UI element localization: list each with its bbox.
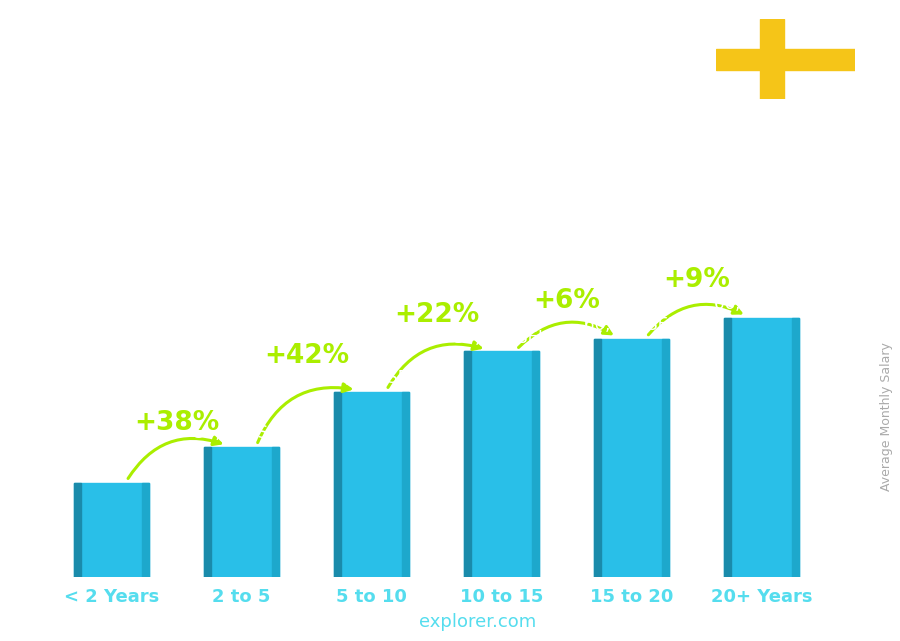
Text: +42%: +42% <box>264 343 349 369</box>
Text: 60,700 SEK: 60,700 SEK <box>584 316 679 334</box>
FancyArrowPatch shape <box>388 342 481 387</box>
Text: Salary Comparison By Experience: Salary Comparison By Experience <box>36 19 719 53</box>
Bar <box>594 339 601 577</box>
Bar <box>141 483 149 577</box>
Bar <box>203 447 279 577</box>
FancyArrowPatch shape <box>257 384 350 442</box>
Bar <box>272 447 279 577</box>
Bar <box>594 339 670 577</box>
Bar <box>74 483 81 577</box>
Text: +9%: +9% <box>663 267 730 292</box>
Text: salary: salary <box>357 613 418 631</box>
FancyArrowPatch shape <box>518 322 611 347</box>
Bar <box>532 351 539 577</box>
Text: Average Monthly Salary: Average Monthly Salary <box>880 342 893 491</box>
Bar <box>464 351 539 577</box>
Bar <box>724 318 732 577</box>
Bar <box>724 318 799 577</box>
Bar <box>334 392 341 577</box>
Text: +22%: +22% <box>394 302 479 328</box>
Bar <box>203 447 212 577</box>
Text: 33,100 SEK: 33,100 SEK <box>194 424 289 442</box>
Text: Pharmaceutical Technologist: Pharmaceutical Technologist <box>36 83 374 107</box>
FancyArrowPatch shape <box>128 437 220 478</box>
Bar <box>760 19 784 99</box>
Bar <box>334 392 410 577</box>
Bar <box>464 351 472 577</box>
Text: +38%: +38% <box>134 410 219 436</box>
Bar <box>716 49 855 70</box>
Text: 57,500 SEK: 57,500 SEK <box>454 329 549 347</box>
FancyArrowPatch shape <box>648 304 741 335</box>
Text: 47,200 SEK: 47,200 SEK <box>324 369 419 387</box>
Text: +6%: +6% <box>533 288 600 314</box>
Bar <box>792 318 799 577</box>
Bar <box>401 392 410 577</box>
Bar <box>662 339 670 577</box>
Bar <box>74 483 149 577</box>
Text: 66,100 SEK: 66,100 SEK <box>714 295 809 313</box>
Text: 24,000 SEK: 24,000 SEK <box>28 460 122 478</box>
Text: explorer.com: explorer.com <box>418 613 536 631</box>
